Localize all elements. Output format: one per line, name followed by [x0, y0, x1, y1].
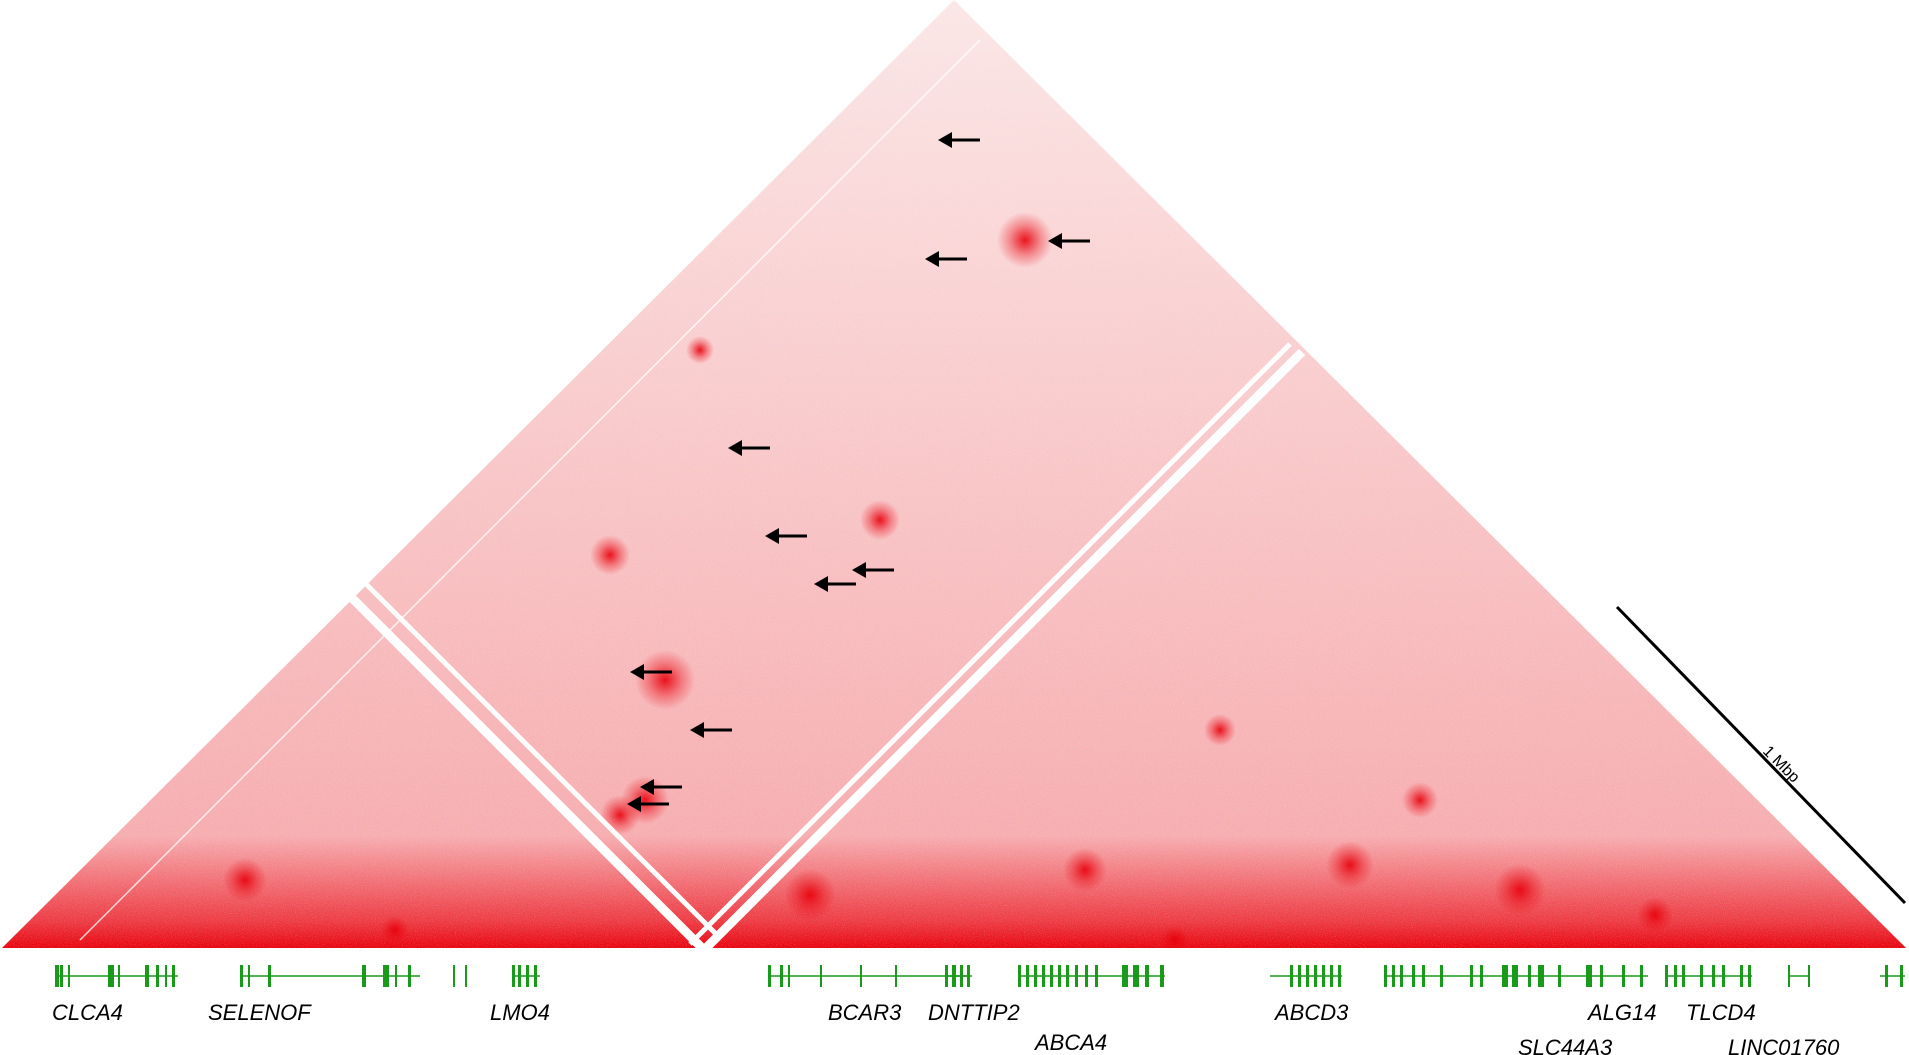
- loop-arrow: [690, 722, 732, 738]
- loop-arrows: [627, 132, 1090, 812]
- gene-model: [1788, 965, 1810, 987]
- gene-label-tlcd4: TLCD4: [1686, 1000, 1756, 1025]
- hotspot: [997, 212, 1053, 268]
- hotspot: [860, 500, 900, 540]
- gene-label-abcd3: ABCD3: [1273, 1000, 1349, 1025]
- gap-stripe-thin: [79, 39, 981, 941]
- hotspot: [1161, 926, 1189, 948]
- hotspot: [1326, 841, 1374, 889]
- hotspot: [1204, 714, 1236, 746]
- gene-label-bcar3: BCAR3: [828, 1000, 902, 1025]
- gene-label-slc44a3: SLC44A3: [1518, 1035, 1613, 1055]
- gap-stripe-right: [698, 348, 1306, 948]
- gene-labels: CLCA4 SELENOF LMO4 BCAR3 DNTTIP2 ABCA4 ABCD3 SL…: [52, 1000, 1840, 1055]
- gene-model: [512, 965, 540, 987]
- gene-label-selenof: SELENOF: [208, 1000, 312, 1025]
- gene-model: [945, 965, 972, 987]
- loop-arrow: [627, 796, 669, 812]
- gene-label-dnttip2: DNTTIP2: [928, 1000, 1020, 1025]
- gap-stripe-left-2: [364, 582, 722, 940]
- loop-arrow: [938, 132, 980, 148]
- scale-bar-line: [1615, 605, 1907, 905]
- gene-model: [1270, 965, 1342, 987]
- gene-label-clca4: CLCA4: [52, 1000, 123, 1025]
- hotspot: [686, 336, 714, 364]
- gene-model: [1880, 965, 1905, 987]
- loop-arrow: [925, 251, 967, 267]
- gene-model: [1384, 965, 1648, 987]
- loop-arrow: [765, 528, 807, 544]
- loop-arrow: [728, 440, 770, 456]
- loop-arrow: [630, 664, 672, 680]
- hotspot: [223, 858, 267, 902]
- gene-model: [1665, 965, 1752, 987]
- hotspot: [1494, 864, 1546, 916]
- loop-arrow: [852, 562, 894, 578]
- gene-label-linc01760: LINC01760: [1728, 1035, 1840, 1055]
- hotspot: [784, 869, 836, 921]
- gene-model: [768, 965, 970, 987]
- gene-label-abca4: ABCA4: [1033, 1030, 1107, 1055]
- hotspot: [590, 535, 630, 575]
- hotspot: [1402, 782, 1438, 818]
- gene-model: [240, 965, 467, 987]
- gap-stripes: [79, 39, 1306, 948]
- hotspot: [635, 650, 695, 710]
- gene-model: [55, 965, 178, 987]
- hotspot: [1637, 897, 1673, 933]
- gene-label-alg14: ALG14: [1586, 1000, 1657, 1025]
- contact-heatmap: [2, 0, 1906, 948]
- gap-stripe-left: [348, 594, 710, 948]
- gene-label-lmo4: LMO4: [490, 1000, 550, 1025]
- gap-stripe-right-2: [688, 342, 1292, 946]
- scale-bar-label: 1 Mbp: [1759, 743, 1803, 787]
- heatmap-noise: [2, 0, 1906, 948]
- gene-track: [55, 965, 1905, 987]
- loop-arrow: [640, 779, 682, 795]
- gene-model: [1018, 965, 1165, 987]
- hotspot: [381, 916, 409, 944]
- loop-arrow: [814, 576, 856, 592]
- hotspot: [1063, 848, 1107, 892]
- loop-arrow: [1048, 233, 1090, 249]
